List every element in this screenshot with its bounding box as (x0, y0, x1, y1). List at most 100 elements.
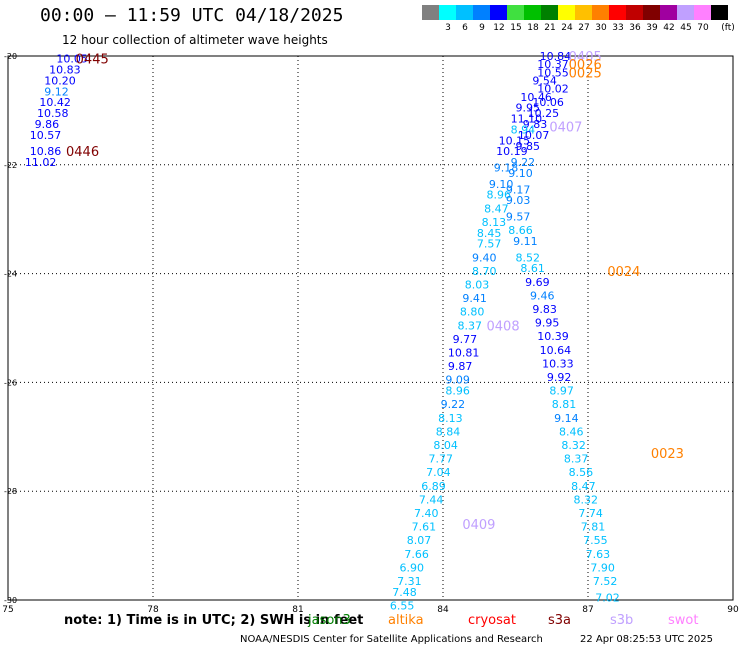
wave-height-value: 8.13 (438, 412, 463, 425)
wave-height-value: 10.19 (496, 145, 527, 158)
wave-height-value: 9.10 (508, 167, 533, 180)
wave-height-value: 9.54 (532, 74, 557, 87)
wave-height-value: 10.15 (499, 134, 531, 147)
wave-height-value: 8.13 (482, 216, 507, 229)
wave-height-value: 7.40 (414, 507, 439, 520)
colorbar-label: 70 (697, 23, 709, 33)
colorbar-label: 33 (612, 23, 624, 33)
wave-height-value: 10.84 (540, 50, 572, 63)
wave-height-value: 6.55 (390, 599, 415, 612)
colorbar-label: 18 (527, 23, 539, 33)
latitude-tick-label: -30 (4, 596, 17, 605)
wave-height-value: 8.07 (407, 534, 432, 547)
latitude-tick-label: -20 (4, 52, 17, 61)
wave-height-value: 8.96 (487, 189, 512, 202)
longitude-tick-label: 75 (2, 605, 13, 615)
colorbar-label: 39 (646, 23, 658, 33)
colorbar-label: 15 (510, 23, 522, 33)
wave-height-value: 8.37 (564, 453, 589, 466)
wave-height-value: 9.12 (44, 85, 69, 98)
wave-height-value: 10.05 (56, 53, 87, 66)
wave-height-value: 8.66 (508, 224, 533, 237)
page-subtitle: 12 hour collection of altimeter wave hei… (62, 33, 328, 47)
wave-height-value: 9.11 (513, 235, 538, 248)
wave-height-value: 9.41 (462, 292, 487, 305)
colorbar-swatch (677, 5, 694, 20)
wave-height-value: 10.06 (532, 96, 564, 109)
satellite-legend-item: jason3 (308, 613, 351, 628)
wave-height-value: 9.77 (453, 333, 478, 346)
wave-height-value: 7.74 (578, 507, 603, 520)
wave-height-value: 8.61 (520, 262, 545, 275)
latitude-tick-label: -26 (4, 378, 17, 387)
wave-height-value: 9.40 (472, 251, 497, 264)
wave-height-value: 9.22 (511, 156, 535, 169)
wave-height-value: 9.69 (525, 276, 550, 289)
wave-height-value: 8.94 (511, 123, 535, 136)
wave-height-value: 9.86 (35, 118, 60, 131)
wave-height-value: 10.86 (30, 145, 62, 158)
wave-height-value: 9.17 (506, 183, 531, 196)
wave-height-value: 10.64 (540, 344, 572, 357)
wave-height-value: 10.83 (49, 64, 80, 77)
wave-height-value: 10.20 (44, 74, 76, 87)
wave-height-value: 11.10 (511, 113, 542, 126)
latitude-tick-label: -28 (4, 487, 17, 496)
wave-height-value: 8.84 (436, 425, 461, 438)
pass-time-label: 0409 (462, 518, 495, 533)
colorbar-label: 3 (445, 23, 451, 33)
wave-height-value: 10.58 (37, 107, 69, 120)
wave-height-value: 8.03 (465, 278, 490, 291)
wave-height-value: 7.31 (397, 575, 422, 588)
wave-height-value: 7.04 (426, 466, 451, 479)
colorbar-swatch (694, 5, 711, 20)
colorbar-swatch (660, 5, 677, 20)
longitude-tick-label: 81 (292, 605, 303, 615)
pass-time-label: 0408 (487, 319, 520, 334)
wave-height-value: 10.42 (39, 96, 71, 109)
colorbar-swatch (473, 5, 490, 20)
colorbar-swatch (643, 5, 660, 20)
wave-height-value: 7.90 (590, 561, 615, 574)
wave-height-value: 10.55 (537, 66, 569, 79)
wave-height-value: 9.95 (516, 102, 541, 115)
wave-height-value: 6.89 (421, 480, 446, 493)
footer-note: note: 1) Time is in UTC; 2) SWH is in fe… (64, 613, 364, 628)
colorbar-swatch (711, 5, 728, 20)
credit-text: NOAA/NESDIS Center for Satellite Applica… (240, 634, 543, 645)
wave-height-value: 7.81 (581, 521, 606, 534)
colorbar-swatch (609, 5, 626, 20)
longitude-tick-label: 90 (727, 605, 739, 615)
generated-timestamp: 22 Apr 08:25:53 UTC 2025 (580, 634, 713, 645)
colorbar-swatch (626, 5, 643, 20)
colorbar-label: 42 (663, 23, 675, 33)
colorbar-label: 24 (561, 23, 573, 33)
wave-height-value: 7.57 (477, 238, 502, 251)
colorbar-label: 30 (595, 23, 607, 33)
wave-height-value: 7.63 (586, 548, 611, 561)
wave-height-value: 9.95 (535, 317, 560, 330)
colorbar-swatch (524, 5, 541, 20)
colorbar-swatch (592, 5, 609, 20)
colorbar-swatch (541, 5, 558, 20)
wave-height-value: 8.96 (445, 385, 470, 398)
satellite-legend-item: s3a (548, 613, 572, 628)
satellite-legend-item: altika (388, 613, 424, 628)
wave-height-value: 9.18 (494, 162, 519, 175)
wave-height-value: 9.85 (516, 140, 541, 153)
colorbar-label: 27 (578, 23, 590, 33)
wave-height-value: 8.45 (477, 227, 502, 240)
wave-height-value: 9.92 (547, 371, 572, 384)
wave-height-value: 9.46 (530, 289, 555, 302)
wave-height-value: 7.77 (429, 453, 454, 466)
wave-height-value: 9.22 (441, 398, 466, 411)
pass-time-label: 0446 (66, 145, 99, 160)
wave-height-value: 7.52 (593, 575, 618, 588)
pass-time-label: 0024 (607, 265, 640, 280)
wave-height-value: 6.90 (400, 561, 425, 574)
longitude-tick-label: 84 (437, 605, 449, 615)
colorbar-swatch (422, 5, 439, 20)
wave-height-value: 7.61 (412, 521, 437, 534)
colorbar-label: 21 (544, 23, 556, 33)
